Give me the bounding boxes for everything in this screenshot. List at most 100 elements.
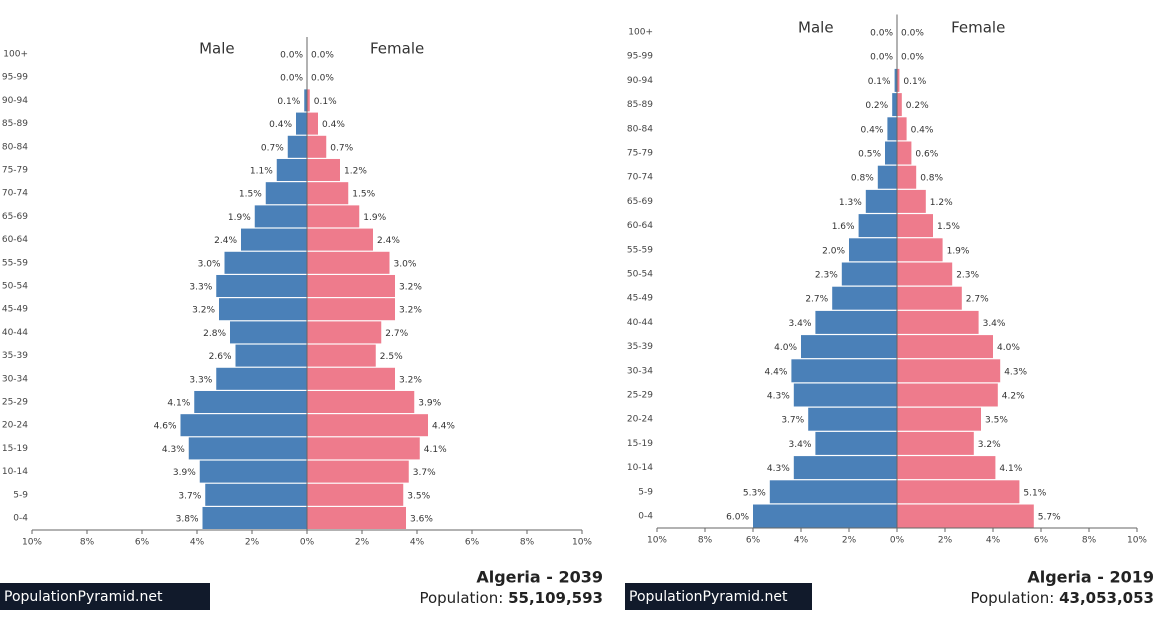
age-label: 60-64 bbox=[627, 221, 653, 231]
bar bbox=[307, 158, 340, 182]
age-label: 50-54 bbox=[2, 282, 28, 292]
bar bbox=[865, 189, 897, 213]
bar bbox=[897, 262, 953, 286]
value-label: 0.4% bbox=[269, 120, 292, 130]
age-label: 75-79 bbox=[2, 166, 28, 176]
bar bbox=[276, 158, 307, 182]
population-label: Population: bbox=[970, 589, 1054, 607]
bar bbox=[897, 504, 1034, 528]
bar bbox=[307, 506, 406, 530]
bar bbox=[307, 437, 420, 460]
value-label: 1.9% bbox=[228, 213, 251, 223]
population-value: 55,109,593 bbox=[508, 589, 603, 607]
value-label: 1.1% bbox=[250, 167, 273, 177]
bar bbox=[307, 135, 327, 158]
bar bbox=[897, 165, 917, 189]
bar bbox=[307, 251, 390, 274]
age-label: 90-94 bbox=[2, 96, 28, 106]
x-tick-label: 8% bbox=[520, 538, 535, 548]
value-label: 2.4% bbox=[377, 236, 400, 246]
value-label: 3.4% bbox=[983, 319, 1006, 329]
value-label: 3.3% bbox=[189, 283, 212, 293]
bar bbox=[230, 321, 307, 344]
bar bbox=[897, 189, 926, 213]
bar bbox=[307, 205, 360, 228]
value-label: 3.2% bbox=[399, 306, 422, 316]
population-label: Population: bbox=[419, 589, 503, 607]
bar bbox=[753, 504, 897, 528]
bar bbox=[188, 437, 307, 460]
age-label: 20-24 bbox=[2, 421, 28, 431]
value-label: 4.3% bbox=[162, 445, 185, 455]
value-label: 0.1% bbox=[903, 77, 926, 87]
population: Population: 43,053,053 bbox=[970, 589, 1154, 607]
bar bbox=[793, 456, 897, 480]
age-label: 20-24 bbox=[627, 415, 653, 425]
age-label: 60-64 bbox=[2, 235, 28, 245]
x-tick-label: 4% bbox=[986, 536, 1001, 546]
bar bbox=[894, 68, 897, 92]
value-label: 2.0% bbox=[822, 246, 845, 256]
bar bbox=[897, 214, 933, 238]
bar bbox=[180, 414, 307, 437]
bar bbox=[832, 286, 897, 310]
bar bbox=[885, 141, 897, 165]
age-label: 95-99 bbox=[2, 73, 28, 83]
age-label: 25-29 bbox=[627, 391, 653, 401]
bar bbox=[307, 390, 415, 414]
value-label: 0.2% bbox=[865, 101, 888, 111]
bar bbox=[897, 93, 902, 117]
x-tick-label: 6% bbox=[135, 538, 150, 548]
legend-label: Female bbox=[370, 40, 424, 58]
value-label: 3.7% bbox=[413, 468, 436, 478]
bar bbox=[849, 238, 897, 262]
legend-label: Male bbox=[798, 19, 834, 37]
bar bbox=[791, 359, 897, 383]
population-value: 43,053,053 bbox=[1059, 589, 1154, 607]
logo-box bbox=[0, 583, 210, 610]
value-label: 1.5% bbox=[937, 222, 960, 232]
age-label: 70-74 bbox=[2, 189, 28, 199]
bar bbox=[897, 335, 993, 359]
bar bbox=[194, 390, 307, 414]
value-label: 0.8% bbox=[851, 174, 874, 184]
legend-label: Male bbox=[199, 40, 235, 58]
bar bbox=[307, 274, 395, 298]
value-label: 3.2% bbox=[399, 283, 422, 293]
bar bbox=[307, 483, 404, 506]
age-label: 0-4 bbox=[638, 512, 653, 522]
bar bbox=[897, 431, 974, 455]
age-label: 55-59 bbox=[2, 258, 28, 268]
value-label: 0.8% bbox=[920, 174, 943, 184]
chart-title: Algeria - 2019 bbox=[1027, 568, 1154, 587]
age-label: 65-69 bbox=[2, 212, 28, 222]
x-tick-label: 2% bbox=[842, 536, 857, 546]
value-label: 3.2% bbox=[399, 375, 422, 385]
bar bbox=[769, 480, 897, 504]
value-label: 2.4% bbox=[214, 236, 237, 246]
source-logo: PopulationPyramid.net bbox=[4, 589, 163, 605]
bar bbox=[296, 112, 307, 135]
value-label: 1.2% bbox=[344, 167, 367, 177]
age-label: 100+ bbox=[3, 50, 28, 60]
x-tick-label: 4% bbox=[410, 538, 425, 548]
x-tick-label: 6% bbox=[746, 536, 761, 546]
value-label: 0.1% bbox=[277, 97, 300, 107]
bar bbox=[224, 251, 307, 274]
x-tick-label: 8% bbox=[698, 536, 713, 546]
age-label: 45-49 bbox=[2, 305, 28, 315]
value-label: 1.5% bbox=[239, 190, 262, 200]
x-tick-label: 2% bbox=[355, 538, 370, 548]
age-label: 10-14 bbox=[627, 463, 653, 473]
value-label: 2.7% bbox=[385, 329, 408, 339]
age-label: 30-34 bbox=[627, 366, 653, 376]
value-label: 4.1% bbox=[167, 399, 190, 409]
logo-box bbox=[625, 583, 812, 610]
age-label: 95-99 bbox=[627, 52, 653, 62]
value-label: 0.0% bbox=[280, 74, 303, 84]
value-label: 4.0% bbox=[774, 343, 797, 353]
source-logo: PopulationPyramid.net bbox=[629, 589, 788, 605]
value-label: 2.7% bbox=[966, 295, 989, 305]
value-label: 0.2% bbox=[906, 101, 929, 111]
value-label: 3.9% bbox=[418, 399, 441, 409]
